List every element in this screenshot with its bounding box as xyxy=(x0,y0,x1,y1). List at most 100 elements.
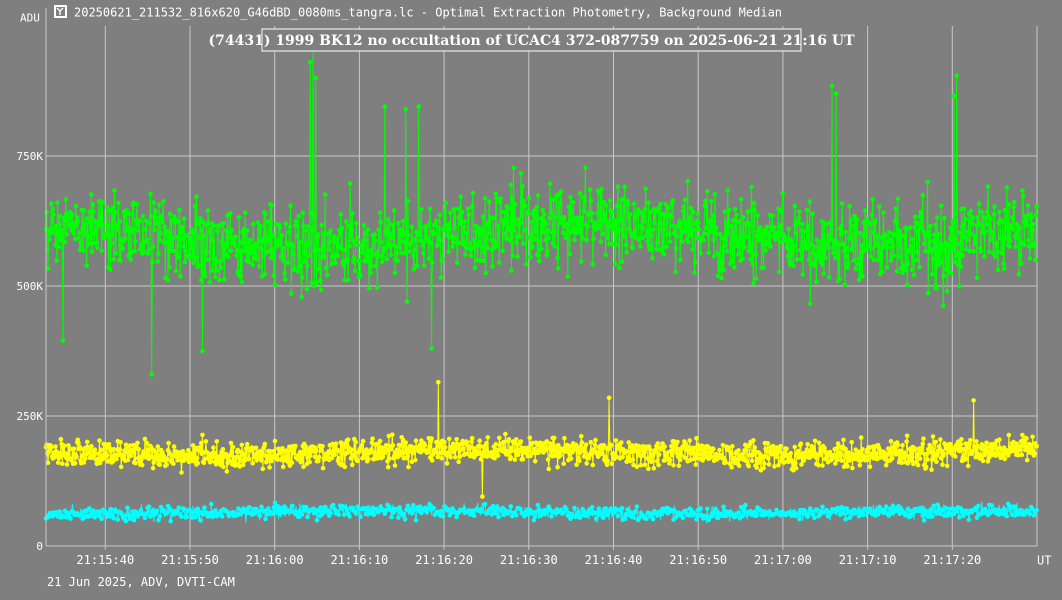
data-point xyxy=(403,106,409,112)
data-point xyxy=(467,240,473,246)
data-point xyxy=(63,197,68,202)
data-point xyxy=(57,509,62,514)
data-point xyxy=(1002,207,1008,213)
data-point xyxy=(723,236,728,242)
data-point xyxy=(1024,223,1030,228)
data-point xyxy=(536,253,541,258)
data-point xyxy=(110,233,115,238)
data-point xyxy=(919,445,925,450)
data-point xyxy=(796,216,802,221)
data-point xyxy=(907,225,913,230)
data-point xyxy=(128,257,133,263)
data-point xyxy=(804,207,810,213)
data-point xyxy=(303,228,308,233)
data-point xyxy=(280,253,285,258)
data-point xyxy=(687,215,692,220)
data-point xyxy=(287,224,293,230)
data-point xyxy=(777,239,783,245)
data-point xyxy=(211,445,216,450)
data-point xyxy=(509,195,515,200)
data-point xyxy=(940,462,945,468)
data-point xyxy=(1024,436,1029,441)
data-point xyxy=(175,254,181,260)
data-point xyxy=(395,258,401,264)
data-point xyxy=(826,233,831,238)
data-point xyxy=(956,250,961,255)
data-point xyxy=(239,279,245,285)
data-point xyxy=(77,444,83,450)
data-point xyxy=(877,204,882,209)
data-point xyxy=(730,259,735,264)
data-point xyxy=(510,253,516,259)
data-point xyxy=(734,457,740,462)
data-point xyxy=(483,270,489,276)
data-point xyxy=(845,265,850,271)
data-point xyxy=(682,197,688,203)
data-point xyxy=(874,451,879,456)
data-point xyxy=(147,220,152,226)
data-point xyxy=(565,274,571,279)
data-point xyxy=(512,201,518,207)
data-point xyxy=(549,514,554,519)
data-point xyxy=(528,254,533,260)
data-point xyxy=(920,441,926,447)
data-point xyxy=(695,211,701,217)
data-point xyxy=(812,515,817,521)
data-point xyxy=(605,458,610,464)
data-point xyxy=(203,439,209,444)
data-point xyxy=(70,220,76,226)
data-point xyxy=(87,219,93,225)
data-point xyxy=(390,231,395,236)
data-point xyxy=(932,232,937,237)
data-point xyxy=(794,257,800,262)
data-point xyxy=(194,194,199,199)
data-point xyxy=(452,226,457,231)
data-point xyxy=(652,220,657,226)
data-point xyxy=(576,510,581,515)
data-point xyxy=(774,236,780,242)
data-point xyxy=(644,516,649,522)
data-point xyxy=(144,440,150,446)
data-point xyxy=(413,457,418,463)
data-point xyxy=(336,512,342,517)
data-point xyxy=(429,436,434,441)
data-point xyxy=(1024,457,1030,463)
data-point xyxy=(480,509,485,514)
data-point xyxy=(458,194,464,200)
data-point xyxy=(338,212,344,217)
data-point xyxy=(667,239,673,245)
data-point xyxy=(177,274,183,279)
data-point xyxy=(90,202,96,207)
data-point xyxy=(57,213,62,219)
data-point xyxy=(219,459,225,464)
data-point xyxy=(860,273,865,279)
data-point xyxy=(87,506,92,511)
data-point xyxy=(99,516,104,522)
data-point xyxy=(537,507,542,512)
data-point xyxy=(912,225,917,230)
data-point xyxy=(354,511,359,516)
data-point xyxy=(841,242,846,248)
data-point xyxy=(969,221,974,226)
data-point xyxy=(833,91,839,96)
data-point xyxy=(390,223,396,228)
data-point xyxy=(839,201,845,206)
data-point xyxy=(599,186,604,192)
data-point xyxy=(1034,508,1039,513)
data-point xyxy=(162,224,167,229)
data-point xyxy=(667,232,672,237)
data-point xyxy=(686,239,691,245)
data-point xyxy=(331,502,336,508)
data-point xyxy=(683,508,688,513)
data-point xyxy=(953,253,959,259)
data-point xyxy=(640,235,645,241)
data-point xyxy=(683,227,688,232)
data-point xyxy=(108,267,113,272)
data-point xyxy=(347,181,353,186)
data-point xyxy=(812,263,818,268)
data-point xyxy=(486,220,491,225)
data-point xyxy=(858,435,864,440)
data-point xyxy=(60,461,65,467)
data-point xyxy=(329,262,334,267)
